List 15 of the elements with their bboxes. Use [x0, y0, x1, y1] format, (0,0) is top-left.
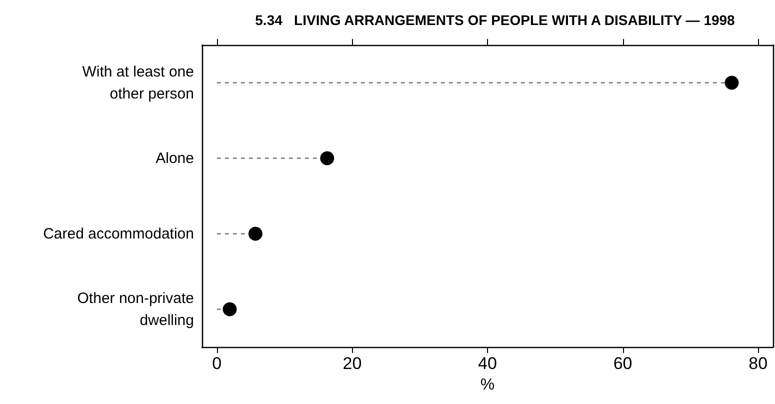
y-tick-label: Alone	[156, 150, 194, 167]
point	[320, 151, 334, 166]
chart-title: 5.34 LIVING ARRANGEMENTS OF PEOPLE WITH A DISABILITY — 1998	[255, 12, 736, 28]
point	[248, 226, 262, 241]
y-tick-label: With at least one other person	[82, 63, 194, 102]
y-tick-label: Other non-private dwelling	[77, 290, 194, 329]
x-axis-title: %	[480, 376, 495, 394]
x-tick-label: 40	[478, 354, 497, 373]
point	[724, 76, 739, 90]
x-tick-label: 0	[212, 354, 222, 373]
y-tick-label: Cared accommodation	[43, 225, 194, 242]
x-tick-label: 20	[342, 354, 362, 373]
x-tick-label: 60	[613, 354, 632, 373]
x-tick-label: 80	[748, 354, 768, 373]
point	[222, 302, 237, 316]
